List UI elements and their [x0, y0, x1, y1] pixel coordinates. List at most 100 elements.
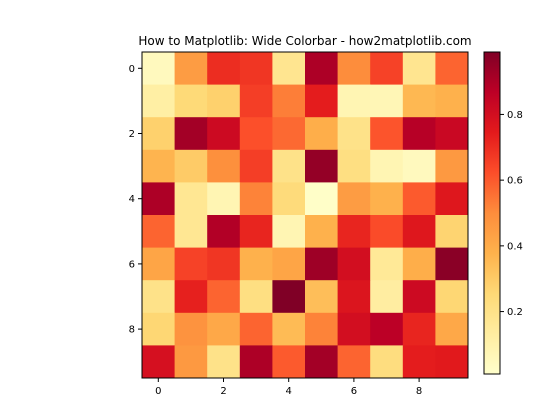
y-tick-label: 4 [129, 194, 135, 205]
heatmap-cell [402, 312, 436, 346]
heatmap-cell [370, 215, 404, 249]
x-tick-label: 6 [351, 386, 357, 397]
heatmap-cell [402, 52, 436, 86]
heatmap-cell [174, 84, 208, 118]
heatmap-cell [174, 345, 208, 379]
heatmap-cell [272, 312, 306, 346]
colorbar-frame [483, 51, 501, 375]
heatmap-cell [142, 149, 176, 183]
colorbar-tick-label: 0.8 [507, 110, 523, 121]
x-tick-label: 0 [155, 386, 161, 397]
heatmap-cell [337, 312, 371, 346]
y-tick-label: 2 [129, 129, 135, 140]
heatmap-cell [207, 182, 241, 216]
heatmap-cell [207, 117, 241, 151]
heatmap-cell [207, 345, 241, 379]
heatmap-cell [435, 345, 469, 379]
heatmap-cell [370, 280, 404, 314]
heatmap-cell [272, 215, 306, 249]
axes-frame [141, 51, 469, 379]
heatmap-cell [142, 84, 176, 118]
heatmap-cell [435, 52, 469, 86]
heatmap-cell [142, 215, 176, 249]
heatmap-cell [239, 345, 273, 379]
x-tick-label: 4 [286, 386, 292, 397]
y-tick-label: 0 [129, 64, 135, 75]
heatmap-cell [239, 182, 273, 216]
heatmap-cell [207, 84, 241, 118]
heatmap-cell [337, 52, 371, 86]
heatmap-cells [142, 52, 469, 379]
colorbar-gradient [484, 52, 500, 374]
heatmap-cell [337, 280, 371, 314]
heatmap-cell [174, 52, 208, 86]
heatmap-cell [239, 149, 273, 183]
heatmap-cell [239, 52, 273, 86]
heatmap-cell [435, 312, 469, 346]
heatmap-cell [370, 117, 404, 151]
heatmap-cell [337, 345, 371, 379]
heatmap-cell [272, 247, 306, 281]
y-tick-label: 6 [129, 259, 135, 270]
heatmap-cell [370, 52, 404, 86]
heatmap-cell [174, 247, 208, 281]
heatmap-cell [142, 52, 176, 86]
heatmap-cell [174, 117, 208, 151]
heatmap-cell [370, 345, 404, 379]
heatmap-cell [207, 280, 241, 314]
heatmap-cell [142, 117, 176, 151]
heatmap-cell [272, 182, 306, 216]
heatmap-cell [337, 215, 371, 249]
heatmap-cell [174, 215, 208, 249]
heatmap-cell [272, 52, 306, 86]
heatmap-cell [435, 149, 469, 183]
heatmap-cell [402, 117, 436, 151]
heatmap-cell [305, 280, 339, 314]
colorbar-tick-label: 0.6 [507, 176, 523, 187]
colorbar-tick-label: 0.2 [507, 307, 523, 318]
heatmap-cell [305, 182, 339, 216]
heatmap-cell [239, 280, 273, 314]
heatmap-cell [370, 149, 404, 183]
heatmap-cell [435, 280, 469, 314]
heatmap-cell [337, 84, 371, 118]
heatmap-cell [239, 117, 273, 151]
heatmap-cell [272, 345, 306, 379]
heatmap-cell [402, 215, 436, 249]
x-tick-label: 2 [220, 386, 226, 397]
heatmap-cell [207, 247, 241, 281]
heatmap-cell [435, 84, 469, 118]
heatmap-cell [402, 182, 436, 216]
heatmap-cell [174, 149, 208, 183]
heatmap-cell [142, 247, 176, 281]
heatmap-cell [402, 280, 436, 314]
heatmap-cell [272, 117, 306, 151]
heatmap-cell [272, 84, 306, 118]
heatmap-cell [305, 345, 339, 379]
heatmap-cell [174, 312, 208, 346]
heatmap-cell [305, 215, 339, 249]
heatmap-cell [402, 149, 436, 183]
heatmap-cell [142, 182, 176, 216]
heatmap-cell [435, 215, 469, 249]
colorbar: 0.2 0.4 0.6 0.8 [483, 51, 523, 375]
heatmap-cell [207, 215, 241, 249]
heatmap-cell [337, 182, 371, 216]
heatmap-cell [239, 312, 273, 346]
heatmap-cell [370, 84, 404, 118]
heatmap-cell [402, 84, 436, 118]
heatmap-axes: 0 2 4 6 8 0 2 4 6 8 [129, 51, 469, 397]
y-tick-label: 8 [129, 325, 135, 336]
heatmap-cell [370, 182, 404, 216]
heatmap-cell [239, 215, 273, 249]
chart-title: How to Matplotlib: Wide Colorbar - how2m… [138, 34, 471, 48]
heatmap-cell [305, 312, 339, 346]
x-tick-label: 8 [416, 386, 422, 397]
heatmap-cell [174, 182, 208, 216]
heatmap-cell [207, 312, 241, 346]
heatmap-cell [305, 247, 339, 281]
heatmap-cell [370, 247, 404, 281]
heatmap-cell [435, 117, 469, 151]
heatmap-cell [370, 312, 404, 346]
